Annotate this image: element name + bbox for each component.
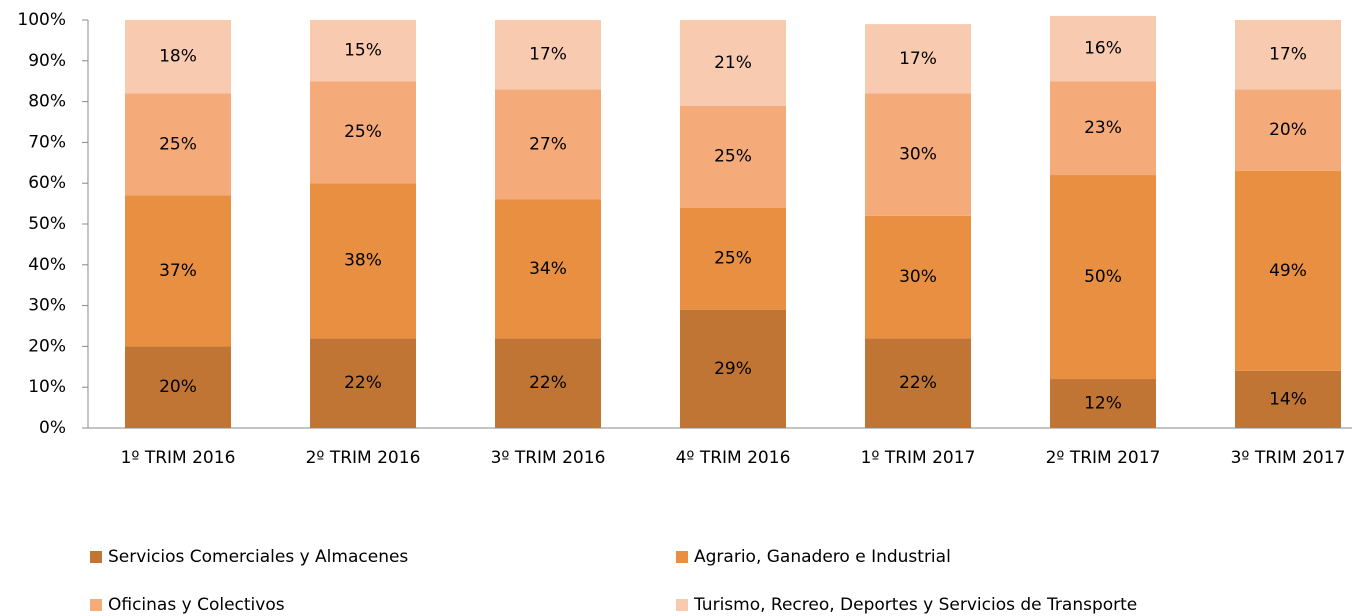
data-label: 17% [899,49,937,69]
bar-segment [1050,15,1156,82]
data-label: 25% [714,249,752,269]
x-tick-label: 3º TRIM 2016 [491,448,606,468]
y-tick-label: 50% [28,214,66,234]
x-tick-label: 1º TRIM 2016 [121,448,236,468]
bar-segment [1235,20,1341,90]
bar-segment [310,338,416,428]
bar-segment [680,105,786,208]
x-tick-label: 2º TRIM 2017 [1046,448,1161,468]
y-tick-label: 90% [28,51,66,71]
data-label: 30% [899,145,937,165]
bar-segment [1050,379,1156,428]
bar-segment [680,309,786,428]
y-tick-label: 100% [17,10,66,30]
y-tick-label: 30% [28,296,66,316]
bar-segment [680,20,786,106]
data-label: 16% [1084,39,1122,59]
x-tick-label: 4º TRIM 2016 [676,448,791,468]
bar-segment [310,183,416,339]
data-label: 49% [1269,261,1307,281]
data-label: 22% [344,373,382,393]
y-tick-label: 0% [39,418,66,438]
bar-segment [125,20,231,94]
bar-segment [1235,370,1341,428]
bar-segment [865,24,971,94]
legend-swatch [90,551,102,563]
bar-segment [125,93,231,196]
bar-segment [495,20,601,90]
data-label: 17% [529,45,567,65]
data-label: 14% [1269,389,1307,409]
y-tick-label: 40% [28,255,66,275]
data-label: 20% [1269,120,1307,140]
bar-segment [1235,89,1341,171]
legend-swatch [676,551,688,563]
y-tick-label: 70% [28,132,66,152]
data-label: 15% [344,41,382,61]
data-label: 25% [159,134,197,154]
legend-label: Agrario, Ganadero e Industrial [694,547,951,567]
bar-segment [1050,175,1156,380]
x-tick-label: 2º TRIM 2016 [306,448,421,468]
x-tick-label: 1º TRIM 2017 [861,448,976,468]
data-label: 23% [1084,118,1122,138]
legend-swatch [90,599,102,611]
data-label: 21% [714,53,752,73]
data-label: 12% [1084,394,1122,414]
bar-segment [495,89,601,200]
data-label: 37% [159,261,197,281]
data-label: 38% [344,251,382,271]
bar-segment [125,195,231,347]
data-label: 17% [1269,45,1307,65]
data-label: 29% [714,359,752,379]
y-tick-label: 80% [28,92,66,112]
data-label: 20% [159,377,197,397]
data-label: 34% [529,259,567,279]
bar-segment [865,215,971,339]
bar-segment [865,338,971,428]
legend-label: Oficinas y Colectivos [108,595,285,615]
data-label: 22% [899,373,937,393]
y-tick-label: 60% [28,173,66,193]
data-label: 27% [529,134,567,154]
bar-segment [495,199,601,339]
data-label: 22% [529,373,567,393]
data-label: 18% [159,47,197,67]
legend-label: Turismo, Recreo, Deportes y Servicios de… [693,595,1137,615]
x-tick-label: 3º TRIM 2017 [1231,448,1346,468]
data-label: 25% [714,147,752,167]
data-label: 50% [1084,267,1122,287]
bar-segment [310,20,416,82]
data-label: 30% [899,267,937,287]
data-label: 25% [344,122,382,142]
y-tick-label: 10% [28,377,66,397]
bar-segment [1050,81,1156,176]
bar-segment [125,346,231,428]
bar-segment [310,81,416,184]
y-tick-label: 20% [28,336,66,356]
bar-segment [495,338,601,428]
legend-label: Servicios Comerciales y Almacenes [108,547,408,567]
bar-segment [1235,170,1341,371]
legend-swatch [676,599,688,611]
bar-segment [865,93,971,216]
bar-segment [680,207,786,310]
